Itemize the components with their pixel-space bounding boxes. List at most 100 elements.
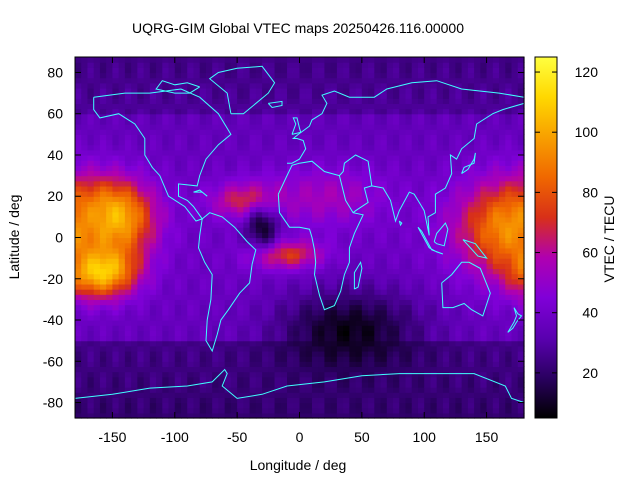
heatmap-cell: [287, 381, 294, 388]
heatmap-cell: [411, 222, 419, 228]
heatmap-cell: [224, 196, 232, 202]
heatmap-cell: [262, 216, 269, 223]
heatmap-cell: [287, 139, 294, 146]
heatmap-cell: [480, 129, 488, 135]
heatmap-cell: [181, 273, 188, 280]
heatmap-cell: [106, 366, 114, 373]
heatmap-cell: [318, 412, 326, 419]
heatmap-cell: [374, 232, 382, 239]
heatmap-cell: [156, 103, 163, 110]
heatmap-cell: [349, 124, 357, 130]
heatmap-cell: [511, 392, 519, 398]
heatmap-cell: [118, 216, 126, 223]
heatmap-cell: [411, 356, 419, 362]
heatmap-cell: [430, 180, 438, 187]
heatmap-cell: [324, 165, 332, 172]
heatmap-cell: [449, 242, 457, 249]
heatmap-cell: [330, 268, 338, 275]
heatmap-cell: [318, 206, 326, 213]
heatmap-cell: [118, 108, 126, 115]
heatmap-cell: [293, 340, 301, 347]
heatmap-cell: [380, 67, 388, 74]
heatmap-cell: [75, 330, 82, 337]
heatmap-cell: [149, 185, 157, 192]
heatmap-cell: [324, 392, 332, 398]
heatmap-cell: [424, 82, 432, 89]
heatmap-cell: [212, 268, 220, 275]
heatmap-cell: [393, 113, 400, 120]
heatmap-cell: [131, 252, 138, 259]
heatmap-cell: [181, 129, 188, 135]
heatmap-cell: [330, 356, 338, 362]
heatmap-cell: [399, 139, 407, 146]
heatmap-cell: [386, 72, 394, 79]
heatmap-cell: [193, 299, 201, 306]
heatmap-cell: [324, 330, 332, 337]
heatmap-cell: [436, 57, 444, 63]
heatmap-cell: [131, 180, 138, 187]
heatmap-cell: [224, 191, 232, 197]
heatmap-cell: [330, 149, 338, 156]
heatmap-cell: [361, 93, 369, 99]
heatmap-cell: [187, 294, 195, 300]
heatmap-cell: [149, 98, 157, 105]
heatmap-cell: [87, 227, 95, 233]
heatmap-cell: [461, 335, 469, 342]
heatmap-cell: [143, 273, 151, 280]
heatmap-cell: [255, 57, 263, 63]
heatmap-cell: [405, 294, 413, 300]
heatmap-cell: [349, 289, 357, 295]
heatmap-cell: [455, 361, 463, 368]
heatmap-cell: [262, 113, 269, 120]
heatmap-cell: [361, 134, 369, 141]
heatmap-cell: [87, 103, 95, 110]
heatmap-cell: [430, 402, 438, 409]
heatmap-cell: [486, 165, 494, 172]
heatmap-cell: [93, 263, 101, 270]
heatmap-cell: [330, 62, 338, 68]
heatmap-cell: [137, 149, 145, 156]
heatmap-cell: [293, 103, 301, 110]
heatmap-cell: [118, 325, 126, 331]
heatmap-cell: [368, 309, 375, 316]
heatmap-cell: [424, 160, 432, 166]
heatmap-cell: [449, 387, 457, 393]
heatmap-cell: [417, 330, 425, 337]
heatmap-cell: [249, 278, 257, 285]
heatmap-cell: [324, 340, 332, 347]
heatmap-cell: [143, 340, 151, 347]
heatmap-cell: [255, 294, 263, 300]
heatmap-cell: [212, 345, 220, 352]
heatmap-cell: [318, 309, 326, 316]
heatmap-cell: [424, 57, 432, 63]
heatmap-cell: [99, 273, 107, 280]
heatmap-cell: [118, 62, 126, 68]
heatmap-cell: [212, 222, 220, 228]
heatmap-cell: [124, 335, 132, 342]
heatmap-cell: [99, 320, 107, 326]
heatmap-cell: [181, 170, 188, 177]
heatmap-cell: [505, 93, 513, 99]
heatmap-cell: [486, 170, 494, 177]
heatmap-cell: [430, 211, 438, 218]
heatmap-cell: [361, 211, 369, 218]
heatmap-cell: [499, 268, 506, 275]
heatmap-cell: [287, 129, 294, 135]
heatmap-cell: [343, 227, 350, 233]
heatmap-cell: [399, 227, 407, 233]
heatmap-cell: [486, 381, 494, 388]
heatmap-cell: [305, 67, 313, 74]
heatmap-cell: [156, 170, 163, 177]
heatmap-cell: [417, 237, 425, 244]
heatmap-cell: [212, 381, 220, 388]
heatmap-cell: [380, 402, 388, 409]
heatmap-cell: [349, 211, 357, 218]
heatmap-cell: [374, 350, 382, 357]
heatmap-cell: [243, 309, 251, 316]
heatmap-cell: [255, 325, 263, 331]
heatmap-cell: [99, 201, 107, 208]
heatmap-cell: [112, 206, 120, 213]
heatmap-cell: [255, 273, 263, 280]
heatmap-cell: [174, 87, 182, 94]
heatmap-cell: [205, 165, 213, 172]
